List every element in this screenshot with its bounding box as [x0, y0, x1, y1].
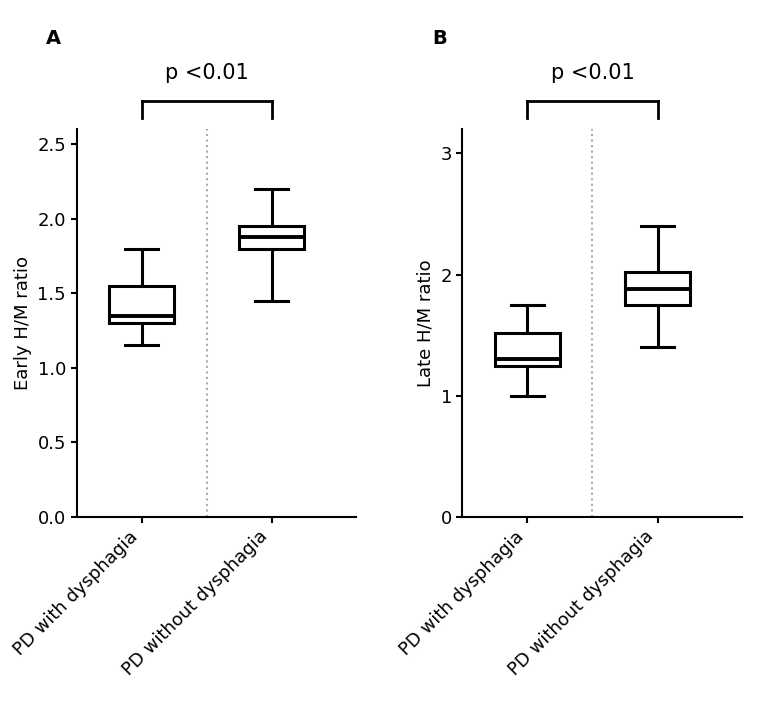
PathPatch shape: [109, 286, 174, 323]
Text: A: A: [46, 29, 61, 47]
Text: p <0.01: p <0.01: [551, 62, 634, 83]
Y-axis label: Early H/M ratio: Early H/M ratio: [14, 256, 32, 390]
PathPatch shape: [239, 226, 304, 248]
Text: B: B: [431, 29, 447, 47]
PathPatch shape: [495, 333, 560, 365]
PathPatch shape: [625, 272, 690, 305]
Y-axis label: Late H/M ratio: Late H/M ratio: [417, 259, 435, 387]
Text: p <0.01: p <0.01: [164, 62, 249, 83]
